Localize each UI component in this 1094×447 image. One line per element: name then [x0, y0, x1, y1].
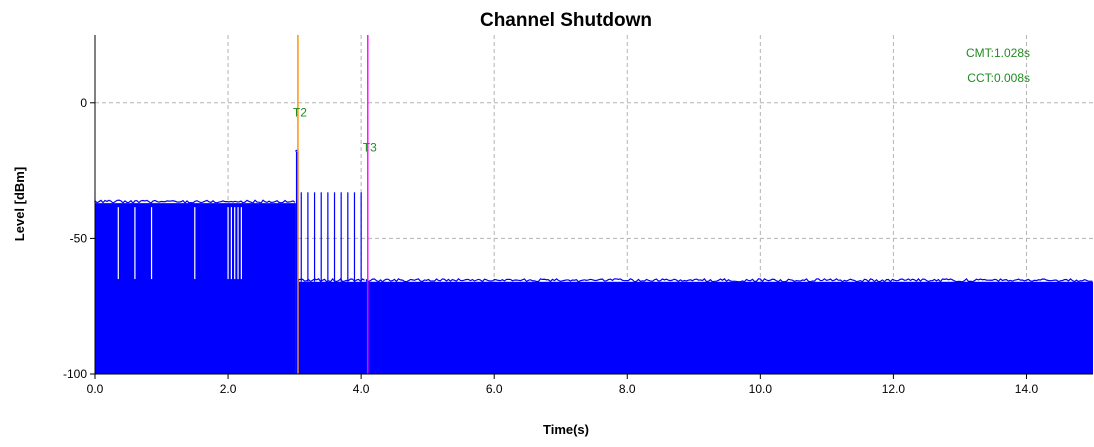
y-tick-label: -100 [63, 367, 87, 381]
chart-title: Channel Shutdown [480, 10, 652, 31]
x-tick-label: 14.0 [1015, 382, 1039, 396]
x-axis-label: Time(s) [543, 422, 589, 437]
x-tick-label: 10.0 [749, 382, 773, 396]
x-tick-label: 8.0 [619, 382, 636, 396]
level-noise [94, 199, 296, 205]
x-tick-label: 4.0 [353, 382, 370, 396]
plot-area: T2 T3 0.0 2.0 4.0 6.0 8.0 10.0 12.0 14.0 -100 -50 0 C… [63, 35, 1093, 396]
y-tick-label: -50 [70, 231, 88, 245]
annotation-text: CMT:1.028s [966, 46, 1030, 60]
level-segment [95, 203, 296, 374]
annotation-text: CCT:0.008s [967, 71, 1030, 85]
marker-label: T3 [363, 141, 377, 155]
y-tick-label: 0 [80, 96, 87, 110]
x-tick-label: 2.0 [220, 382, 237, 396]
marker-label: T2 [293, 105, 307, 119]
level-segment [298, 281, 367, 374]
y-axis-label: Level [dBm] [12, 167, 27, 241]
x-tick-label: 0.0 [87, 382, 104, 396]
level-noise [365, 277, 1093, 283]
level-segment [366, 281, 1093, 374]
x-tick-label: 12.0 [882, 382, 906, 396]
x-tick-label: 6.0 [486, 382, 503, 396]
